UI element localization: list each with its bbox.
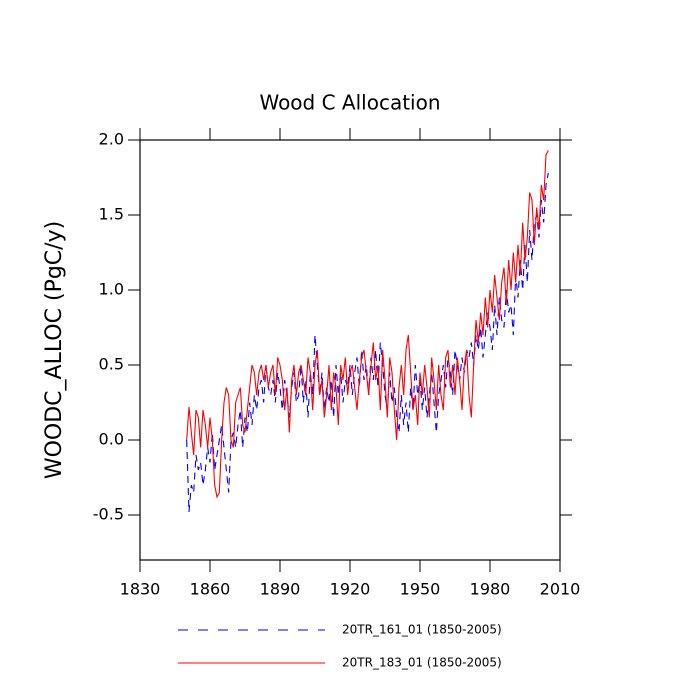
x-tick-label: 1830 [120,580,161,599]
x-tick-label: 1980 [470,580,511,599]
y-tick-label: 1.5 [99,205,124,224]
y-tick-label: 0.5 [99,355,124,374]
legend-label: 20TR_161_01 (1850-2005) [342,623,502,637]
x-tick-label: 1890 [260,580,301,599]
y-tick-label: 2.0 [99,130,124,149]
x-tick-label: 1950 [400,580,441,599]
x-tick-label: 1920 [330,580,371,599]
plot-frame [139,139,561,561]
chart-title: Wood C Allocation [259,91,440,115]
y-tick-label: -0.5 [93,505,124,524]
x-tick-label: 1860 [190,580,231,599]
series-line [186,150,549,499]
y-axis-label: WOODC_ALLOC (PgC/y) [42,221,67,479]
series-line [186,172,549,513]
y-tick-label: 0.0 [99,430,124,449]
x-tick-label: 2010 [540,580,581,599]
y-tick-label: 1.0 [99,280,124,299]
legend-label: 20TR_183_01 (1850-2005) [342,656,502,670]
